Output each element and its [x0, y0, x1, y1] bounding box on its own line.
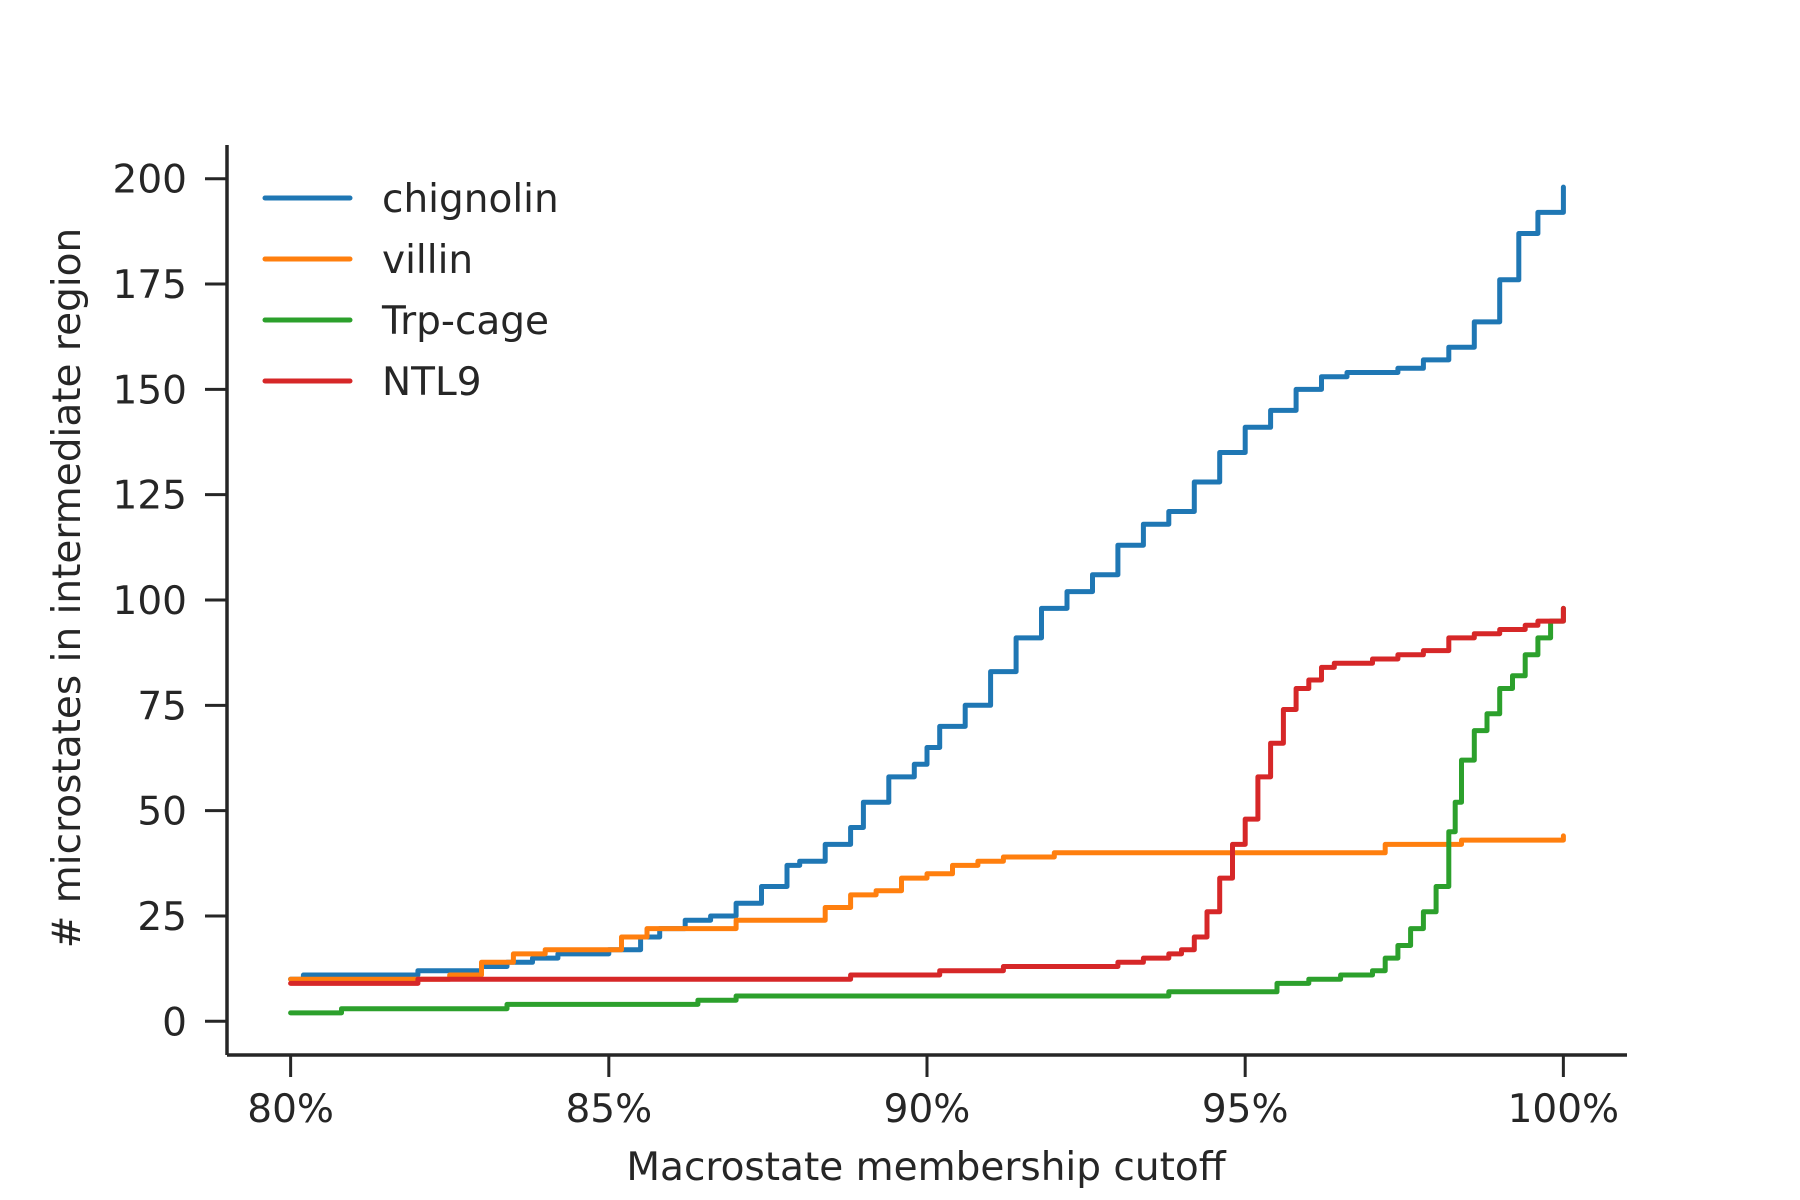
plot-lines — [288, 184, 1566, 1016]
legend-label: Trp-cage — [381, 299, 549, 344]
y-tick-label: 0 — [162, 1000, 187, 1045]
legend-label: chignolin — [382, 177, 559, 222]
x-tick-label: 95% — [1202, 1087, 1289, 1132]
legend-label: villin — [382, 238, 473, 283]
series-line-ntl9 — [288, 605, 1566, 986]
y-tick-label: 50 — [137, 790, 187, 835]
y-tick-label: 175 — [113, 263, 187, 308]
series-line-villin — [288, 833, 1566, 982]
legend: chignolin villin Trp-cage NTL9 — [262, 177, 559, 405]
x-tick-label: 85% — [565, 1087, 652, 1132]
y-tick-label: 100 — [113, 579, 187, 624]
y-axis-title: # microstates in intermediate region — [45, 228, 90, 949]
y-ticks: 0 25 50 75 100 125 150 175 200 — [113, 158, 227, 1045]
y-tick-label: 150 — [113, 368, 187, 413]
series-line-trp-cage — [288, 605, 1566, 1016]
y-tick-label: 75 — [137, 684, 187, 729]
x-tick-label: 90% — [884, 1087, 971, 1132]
x-ticks: 80% 85% 90% 95% 100% — [247, 1055, 1619, 1132]
y-tick-label: 125 — [113, 474, 187, 519]
legend-label: NTL9 — [382, 360, 482, 405]
x-axis-title: Macrostate membership cutoff — [626, 1145, 1226, 1190]
y-tick-label: 200 — [113, 158, 187, 203]
x-tick-label: 100% — [1508, 1087, 1620, 1132]
x-tick-label: 80% — [247, 1087, 334, 1132]
y-tick-label: 25 — [137, 895, 187, 940]
